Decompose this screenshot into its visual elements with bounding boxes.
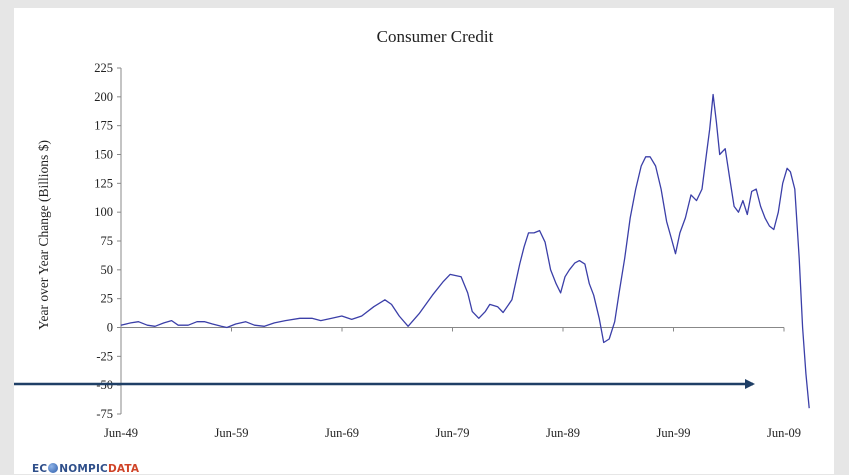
series-layer xyxy=(120,93,810,409)
x-tick-label: Jun-59 xyxy=(214,426,248,440)
x-axis: Jun-49 Jun-59 Jun-69 Jun-79 Jun-89 Jun-99 Jun-… xyxy=(104,327,801,440)
y-tick-label: 50 xyxy=(101,263,114,277)
y-tick-label: 150 xyxy=(94,148,113,162)
chart-title: Consumer Credit xyxy=(377,27,494,46)
y-tick-label: 75 xyxy=(101,234,114,248)
y-tick-label: 125 xyxy=(94,176,113,190)
logo-text-nompic: NOMPIC xyxy=(59,463,108,475)
y-tick-label: -75 xyxy=(96,407,113,421)
y-tick-label: 200 xyxy=(94,90,113,104)
x-tick-label: Jun-69 xyxy=(325,426,359,440)
x-tick-label: Jun-99 xyxy=(656,426,690,440)
y-tick-label: 175 xyxy=(94,119,113,133)
logo-text-ec: EC xyxy=(32,463,48,475)
globe-icon xyxy=(48,463,59,473)
y-tick-label: -25 xyxy=(96,349,113,363)
brand-logo: EC NOMPICDATA xyxy=(32,463,139,475)
chart-panel: Consumer Credit Year over Year Change (B… xyxy=(14,8,834,475)
y-tick-label: 100 xyxy=(94,205,113,219)
line-chart: Consumer Credit Year over Year Change (B… xyxy=(14,27,810,440)
x-tick-label: Jun-89 xyxy=(546,426,580,440)
y-axis-title: Year over Year Change (Billions $) xyxy=(36,140,51,330)
series-line xyxy=(120,93,810,409)
y-tick-label: 25 xyxy=(101,292,114,306)
logo-text-data: DATA xyxy=(107,463,140,475)
x-tick-label: Jun-79 xyxy=(435,426,469,440)
x-tick-label: Jun-09 xyxy=(767,426,801,440)
x-tick-label: Jun-49 xyxy=(104,426,138,440)
y-tick-label: 225 xyxy=(94,61,113,75)
y-tick-label: 0 xyxy=(107,321,113,335)
